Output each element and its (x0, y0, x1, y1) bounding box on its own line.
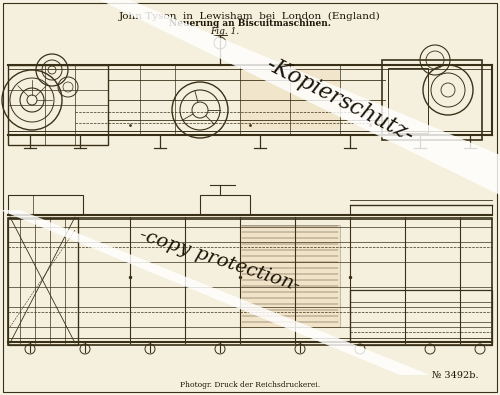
Bar (240, 225, 340, 327)
Text: Photogr. Druck der Reichsdruckerei.: Photogr. Druck der Reichsdruckerei. (180, 381, 320, 389)
Bar (240, 70, 340, 130)
Bar (8, 195, 83, 215)
Polygon shape (100, 0, 500, 195)
Text: № 3492b.: № 3492b. (432, 371, 478, 380)
Polygon shape (0, 210, 430, 375)
Text: John Tyson  in  Lewisham  bei  London  (England): John Tyson in Lewisham bei London (Engla… (119, 11, 381, 21)
Text: Neuerung an Biscuitmaschinen.: Neuerung an Biscuitmaschinen. (169, 19, 331, 28)
Text: -copy protection-: -copy protection- (138, 226, 302, 295)
Bar (382, 60, 482, 140)
Bar (200, 195, 250, 215)
Text: Fig. 1.: Fig. 1. (210, 28, 240, 36)
Bar (8, 218, 78, 345)
Bar (388, 68, 428, 133)
Bar (8, 218, 492, 345)
Text: -Kopierschutz-: -Kopierschutz- (262, 53, 418, 147)
Bar (8, 195, 33, 215)
Bar (350, 290, 492, 345)
Bar (8, 65, 108, 145)
